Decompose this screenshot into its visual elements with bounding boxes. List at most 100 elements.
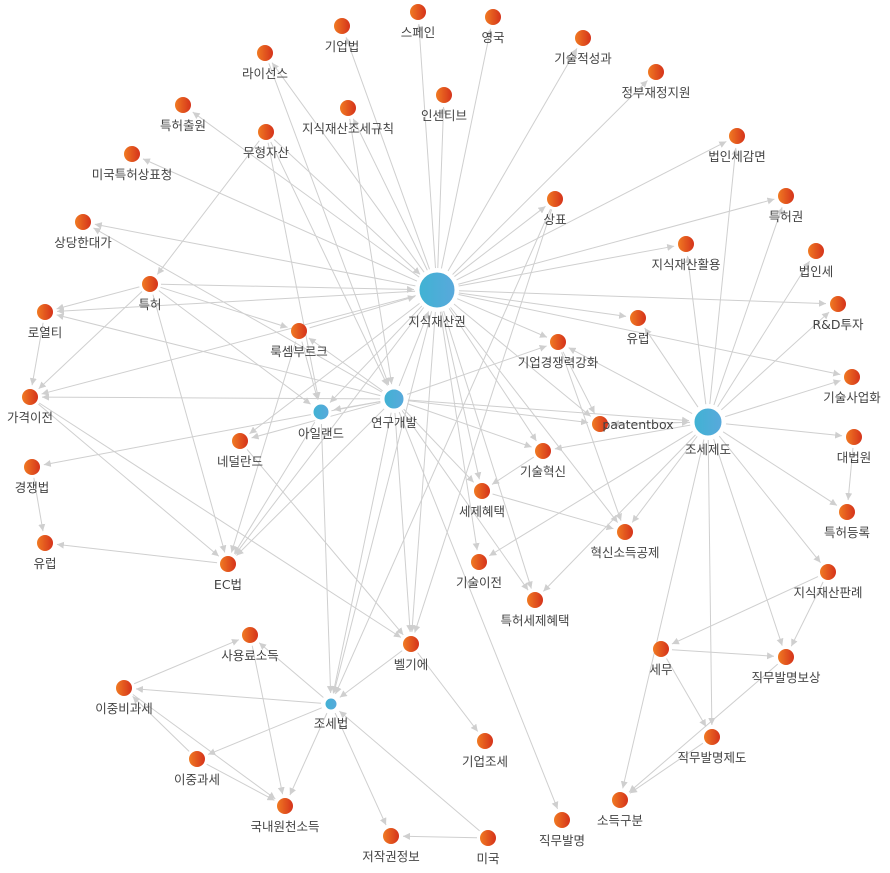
node-법인세[interactable]: 법인세 (799, 243, 834, 279)
node-circle[interactable] (778, 188, 794, 204)
node-circle[interactable] (334, 18, 350, 34)
node-소득구분[interactable]: 소득구분 (597, 792, 643, 828)
node-이중비과세[interactable]: 이중비과세 (95, 680, 153, 716)
node-무형자산[interactable]: 무형자산 (243, 124, 290, 160)
node-로열티[interactable]: 로열티 (28, 304, 63, 340)
node-지식재산판례[interactable]: 지식재산판례 (793, 564, 863, 600)
node-혁신소득공제[interactable]: 혁신소득공제 (590, 524, 660, 560)
node-circle[interactable] (477, 733, 493, 749)
node-circle[interactable] (410, 4, 426, 20)
node-circle[interactable] (648, 64, 664, 80)
node-circle[interactable] (142, 276, 158, 292)
node-circle[interactable] (383, 828, 399, 844)
node-circle[interactable] (485, 9, 501, 25)
node-영국[interactable]: 영국 (481, 9, 505, 45)
node-기술혁신[interactable]: 기술혁신 (520, 443, 566, 479)
node-지식재산조세규칙[interactable]: 지식재산조세규칙 (302, 100, 394, 136)
node-circle[interactable] (232, 433, 248, 449)
node-circle[interactable] (550, 334, 566, 350)
node-직무발명제도[interactable]: 직무발명제도 (677, 729, 747, 765)
node-circle[interactable] (691, 405, 725, 439)
node-circle[interactable] (22, 389, 38, 405)
node-유럽L[interactable]: 유럽 (33, 535, 57, 571)
node-벨기에[interactable]: 벨기에 (394, 636, 429, 672)
node-룩셈부르크[interactable]: 룩셈부르크 (270, 323, 328, 359)
node-circle[interactable] (480, 830, 496, 846)
node-circle[interactable] (175, 97, 191, 113)
node-circle[interactable] (416, 269, 458, 311)
node-세무[interactable]: 세무 (649, 641, 673, 677)
node-circle[interactable] (220, 556, 236, 572)
node-경쟁법[interactable]: 경쟁법 (15, 459, 50, 495)
node-기업경쟁력강화[interactable]: 기업경쟁력강화 (518, 334, 599, 370)
node-미국특허상표청[interactable]: 미국특허상표청 (92, 146, 173, 182)
node-circle[interactable] (75, 214, 91, 230)
node-circle[interactable] (291, 323, 307, 339)
node-circle[interactable] (820, 564, 836, 580)
node-직무발명[interactable]: 직무발명 (539, 812, 585, 848)
node-circle[interactable] (535, 443, 551, 459)
node-직무발명보상[interactable]: 직무발명보상 (751, 649, 821, 685)
node-특허세제혜택[interactable]: 특허세제혜택 (500, 592, 570, 628)
node-이중과세[interactable]: 이중과세 (174, 751, 220, 787)
node-circle[interactable] (24, 459, 40, 475)
node-EC법[interactable]: EC법 (214, 556, 242, 592)
node-기술이전[interactable]: 기술이전 (456, 554, 502, 590)
node-아일랜드[interactable]: 아일랜드 (298, 401, 344, 441)
node-국내원천소득[interactable]: 국내원천소득 (250, 798, 320, 834)
node-기업법[interactable]: 기업법 (325, 18, 360, 54)
node-circle[interactable] (124, 146, 140, 162)
node-네덜란드[interactable]: 네덜란드 (217, 433, 263, 469)
node-circle[interactable] (729, 128, 745, 144)
node-미국[interactable]: 미국 (476, 830, 500, 866)
node-circle[interactable] (704, 729, 720, 745)
node-특허[interactable]: 특허 (138, 276, 162, 312)
node-라이선스[interactable]: 라이선스 (242, 45, 288, 81)
node-circle[interactable] (844, 369, 860, 385)
node-저작권정보[interactable]: 저작권정보 (362, 828, 420, 864)
node-circle[interactable] (617, 524, 633, 540)
node-circle[interactable] (242, 627, 258, 643)
node-가격이전[interactable]: 가격이전 (7, 389, 53, 425)
node-지식재산권[interactable]: 지식재산권 (408, 269, 466, 329)
node-circle[interactable] (116, 680, 132, 696)
node-circle[interactable] (37, 304, 53, 320)
node-circle[interactable] (37, 535, 53, 551)
node-circle[interactable] (340, 100, 356, 116)
node-circle[interactable] (575, 30, 591, 46)
node-circle[interactable] (310, 401, 332, 423)
node-특허권[interactable]: 특허권 (769, 188, 804, 224)
node-기술사업화[interactable]: 기술사업화 (823, 369, 881, 405)
node-circle[interactable] (381, 386, 407, 412)
node-circle[interactable] (436, 87, 452, 103)
node-circle[interactable] (471, 554, 487, 570)
node-대법원[interactable]: 대법원 (837, 429, 872, 465)
node-세제혜택[interactable]: 세제혜택 (459, 483, 505, 519)
node-법인세감면[interactable]: 법인세감면 (708, 128, 766, 164)
node-인센티브[interactable]: 인센티브 (421, 87, 467, 123)
node-지식재산활용[interactable]: 지식재산활용 (651, 236, 721, 272)
node-circle[interactable] (277, 798, 293, 814)
node-paatentbox[interactable]: paatentbox (592, 416, 674, 432)
node-circle[interactable] (653, 641, 669, 657)
node-circle[interactable] (403, 636, 419, 652)
node-circle[interactable] (846, 429, 862, 445)
node-circle[interactable] (257, 45, 273, 61)
node-상표[interactable]: 상표 (543, 191, 567, 227)
node-조세제도[interactable]: 조세제도 (685, 405, 731, 457)
node-circle[interactable] (630, 310, 646, 326)
node-circle[interactable] (189, 751, 205, 767)
node-circle[interactable] (527, 592, 543, 608)
node-스페인[interactable]: 스페인 (401, 4, 436, 40)
node-circle[interactable] (830, 296, 846, 312)
node-circle[interactable] (778, 649, 794, 665)
node-기술적성과[interactable]: 기술적성과 (554, 30, 612, 66)
node-circle[interactable] (322, 695, 340, 713)
node-유럽R[interactable]: 유럽 (626, 310, 650, 346)
node-circle[interactable] (258, 124, 274, 140)
node-정부재정지원[interactable]: 정부재정지원 (621, 64, 691, 100)
node-조세법[interactable]: 조세법 (314, 695, 349, 731)
node-특허출원[interactable]: 특허출원 (160, 97, 206, 133)
node-기업조세[interactable]: 기업조세 (462, 733, 508, 769)
node-상당한대가[interactable]: 상당한대가 (54, 214, 112, 250)
